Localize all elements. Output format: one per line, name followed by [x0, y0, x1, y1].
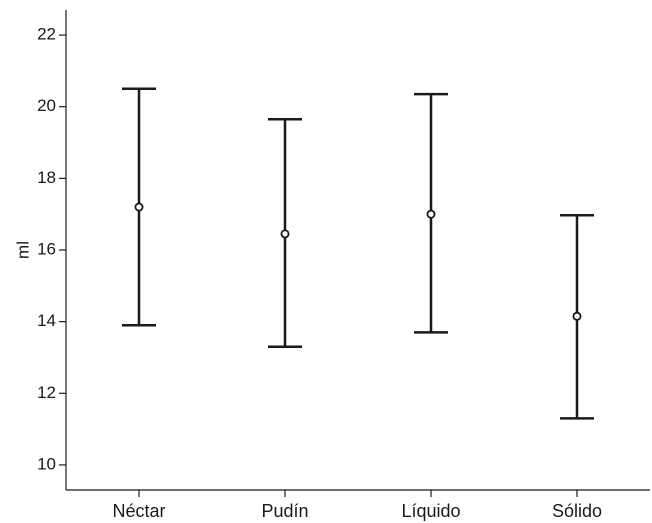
y-axis-ticks: 10 12 14 16 18 20 22: [37, 25, 66, 473]
y-tick-label-16: 16: [37, 239, 56, 258]
x-tick-label-2: Líquido: [401, 501, 460, 521]
error-bar-2: [414, 92, 448, 334]
y-tick-label-18: 18: [37, 168, 56, 187]
y-tick-label-12: 12: [37, 383, 56, 402]
y-tick-label-20: 20: [37, 96, 56, 115]
y-axis-title: ml: [13, 241, 32, 259]
x-axis-labels: Néctar Pudín Líquido Sólido: [112, 490, 602, 521]
mean-point: [134, 202, 144, 212]
y-tick-label-14: 14: [37, 311, 56, 330]
y-tick-label-22: 22: [37, 25, 56, 44]
x-tick-label-0: Néctar: [112, 501, 165, 521]
x-tick-label-1: Pudín: [261, 501, 308, 521]
error-bar-1: [268, 118, 302, 348]
y-tick-label-10: 10: [37, 454, 56, 473]
mean-point: [572, 311, 582, 321]
x-tick-label-3: Sólido: [552, 501, 602, 521]
error-bar-0: [122, 87, 156, 327]
mean-point: [280, 229, 290, 239]
error-bars: [122, 87, 594, 420]
mean-point: [426, 209, 436, 219]
error-bar-3: [560, 214, 594, 420]
